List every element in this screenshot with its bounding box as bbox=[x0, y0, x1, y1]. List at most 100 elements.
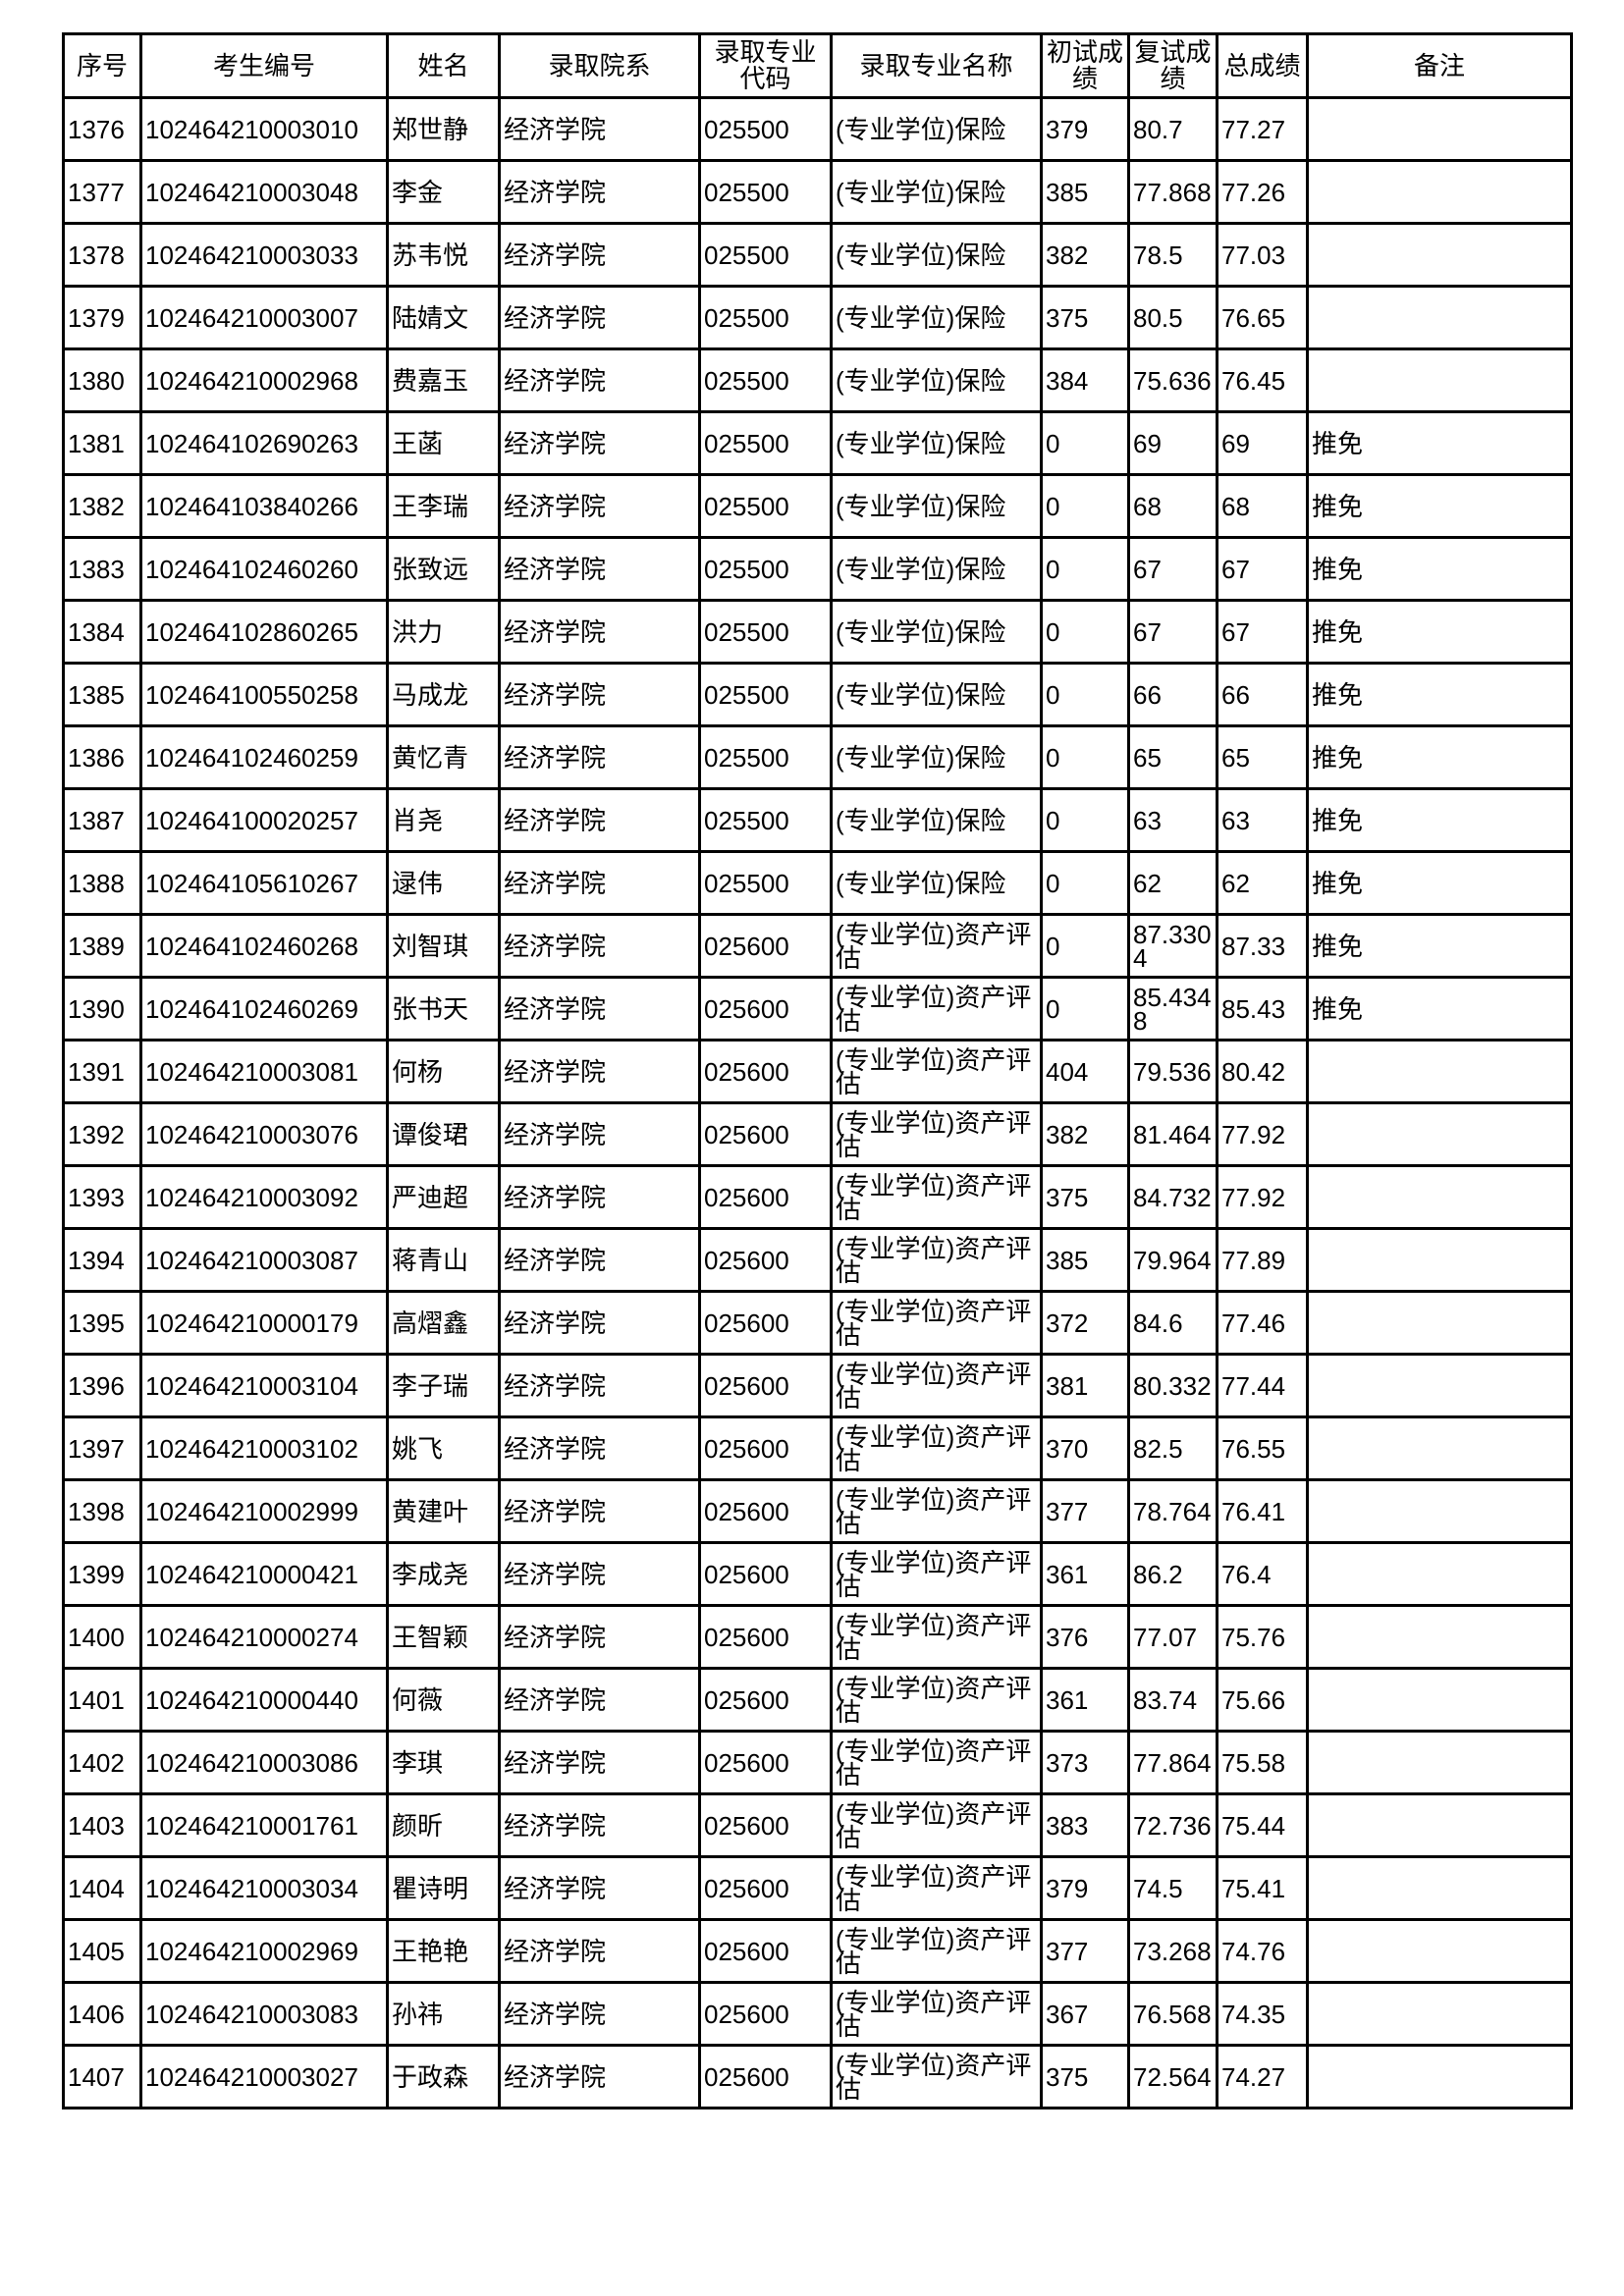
cell-name: 张书天 bbox=[386, 976, 501, 1041]
cell-candidate-id: 102464210003081 bbox=[139, 1039, 389, 1104]
column-header-prelim-score: 初试成绩 bbox=[1040, 32, 1130, 99]
table-row: 1377 102464210003048 李金 经济学院 025500 (专业学位)保险 3… bbox=[62, 159, 1573, 225]
cell-prelim-score: 385 bbox=[1040, 159, 1130, 225]
cell-total-score: 68 bbox=[1216, 473, 1309, 539]
cell-candidate-id: 102464210000179 bbox=[139, 1290, 389, 1356]
cell-remark: 推免 bbox=[1306, 787, 1573, 853]
cell-remark: 推免 bbox=[1306, 724, 1573, 790]
cell-total-score: 85.43 bbox=[1216, 976, 1309, 1041]
cell-seq: 1388 bbox=[62, 850, 142, 916]
cell-candidate-id: 102464210003010 bbox=[139, 96, 389, 162]
cell-major-name: (专业学位)资产评估 bbox=[830, 1792, 1043, 1858]
cell-seq: 1377 bbox=[62, 159, 142, 225]
cell-candidate-id: 102464210000421 bbox=[139, 1541, 389, 1607]
cell-prelim-score: 0 bbox=[1040, 599, 1130, 665]
cell-prelim-score: 372 bbox=[1040, 1290, 1130, 1356]
cell-department: 经济学院 bbox=[498, 1039, 701, 1104]
cell-total-score: 75.66 bbox=[1216, 1667, 1309, 1733]
cell-seq: 1401 bbox=[62, 1667, 142, 1733]
cell-remark bbox=[1306, 1164, 1573, 1230]
cell-department: 经济学院 bbox=[498, 1478, 701, 1544]
cell-department: 经济学院 bbox=[498, 1415, 701, 1481]
cell-prelim-score: 379 bbox=[1040, 96, 1130, 162]
cell-retest-score: 80.7 bbox=[1127, 96, 1218, 162]
cell-department: 经济学院 bbox=[498, 1290, 701, 1356]
cell-major-name: (专业学位)资产评估 bbox=[830, 1855, 1043, 1921]
table-row: 1391 102464210003081 何杨 经济学院 025600 (专业学位)资产评… bbox=[62, 1039, 1573, 1104]
cell-candidate-id: 102464102690263 bbox=[139, 410, 389, 476]
cell-seq: 1397 bbox=[62, 1415, 142, 1481]
cell-department: 经济学院 bbox=[498, 1227, 701, 1293]
cell-major-code: 025600 bbox=[698, 1541, 833, 1607]
table-row: 1404 102464210003034 瞿诗明 经济学院 025600 (专业学位)资产… bbox=[62, 1855, 1573, 1921]
cell-seq: 1395 bbox=[62, 1290, 142, 1356]
cell-major-name: (专业学位)保险 bbox=[830, 285, 1043, 350]
table-row: 1395 102464210000179 高熠鑫 经济学院 025600 (专业学位)资产… bbox=[62, 1290, 1573, 1356]
cell-name: 严迪超 bbox=[386, 1164, 501, 1230]
table-row: 1398 102464210002999 黄建叶 经济学院 025600 (专业学位)资产… bbox=[62, 1478, 1573, 1544]
cell-major-code: 025600 bbox=[698, 1981, 833, 2047]
cell-retest-score: 76.568 bbox=[1127, 1981, 1218, 2047]
cell-total-score: 76.65 bbox=[1216, 285, 1309, 350]
cell-remark: 推免 bbox=[1306, 662, 1573, 727]
cell-remark bbox=[1306, 1290, 1573, 1356]
cell-candidate-id: 102464103840266 bbox=[139, 473, 389, 539]
cell-remark bbox=[1306, 1227, 1573, 1293]
table-row: 1381 102464102690263 王菡 经济学院 025500 (专业学位)保险 0… bbox=[62, 410, 1573, 476]
cell-major-code: 025600 bbox=[698, 1792, 833, 1858]
cell-major-name: (专业学位)资产评估 bbox=[830, 2044, 1043, 2109]
cell-remark bbox=[1306, 1918, 1573, 1984]
cell-candidate-id: 102464210003048 bbox=[139, 159, 389, 225]
table-row: 1393 102464210003092 严迪超 经济学院 025600 (专业学位)资产… bbox=[62, 1164, 1573, 1230]
cell-seq: 1382 bbox=[62, 473, 142, 539]
table-row: 1392 102464210003076 谭俊珺 经济学院 025600 (专业学位)资产… bbox=[62, 1101, 1573, 1167]
cell-prelim-score: 373 bbox=[1040, 1730, 1130, 1795]
cell-retest-score: 65 bbox=[1127, 724, 1218, 790]
table-row: 1402 102464210003086 李琪 经济学院 025600 (专业学位)资产评… bbox=[62, 1730, 1573, 1795]
cell-name: 肖尧 bbox=[386, 787, 501, 853]
cell-total-score: 76.55 bbox=[1216, 1415, 1309, 1481]
cell-total-score: 76.45 bbox=[1216, 347, 1309, 413]
cell-major-name: (专业学位)保险 bbox=[830, 96, 1043, 162]
cell-remark bbox=[1306, 1667, 1573, 1733]
cell-retest-score: 67 bbox=[1127, 536, 1218, 602]
cell-total-score: 77.27 bbox=[1216, 96, 1309, 162]
cell-department: 经济学院 bbox=[498, 2044, 701, 2109]
cell-seq: 1384 bbox=[62, 599, 142, 665]
table-row: 1380 102464210002968 费嘉玉 经济学院 025500 (专业学位)保险… bbox=[62, 347, 1573, 413]
cell-total-score: 76.4 bbox=[1216, 1541, 1309, 1607]
cell-prelim-score: 0 bbox=[1040, 913, 1130, 979]
cell-department: 经济学院 bbox=[498, 1855, 701, 1921]
cell-major-name: (专业学位)保险 bbox=[830, 410, 1043, 476]
cell-name: 逯伟 bbox=[386, 850, 501, 916]
cell-major-name: (专业学位)保险 bbox=[830, 850, 1043, 916]
cell-candidate-id: 102464100550258 bbox=[139, 662, 389, 727]
cell-remark: 推免 bbox=[1306, 976, 1573, 1041]
cell-retest-score: 75.636 bbox=[1127, 347, 1218, 413]
cell-retest-score: 82.5 bbox=[1127, 1415, 1218, 1481]
cell-remark bbox=[1306, 1604, 1573, 1670]
cell-name: 何薇 bbox=[386, 1667, 501, 1733]
cell-seq: 1387 bbox=[62, 787, 142, 853]
table-row: 1379 102464210003007 陆婧文 经济学院 025500 (专业学位)保险… bbox=[62, 285, 1573, 350]
cell-seq: 1376 bbox=[62, 96, 142, 162]
cell-remark bbox=[1306, 1101, 1573, 1167]
cell-major-code: 025600 bbox=[698, 913, 833, 979]
cell-retest-score: 72.564 bbox=[1127, 2044, 1218, 2109]
table-row: 1383 102464102460260 张致远 经济学院 025500 (专业学位)保险… bbox=[62, 536, 1573, 602]
cell-major-name: (专业学位)保险 bbox=[830, 599, 1043, 665]
cell-prelim-score: 375 bbox=[1040, 2044, 1130, 2109]
cell-retest-score: 73.268 bbox=[1127, 1918, 1218, 1984]
table-row: 1401 102464210000440 何薇 经济学院 025600 (专业学位)资产评… bbox=[62, 1667, 1573, 1733]
cell-candidate-id: 102464210000274 bbox=[139, 1604, 389, 1670]
table-row: 1386 102464102460259 黄忆青 经济学院 025500 (专业学位)保险… bbox=[62, 724, 1573, 790]
cell-total-score: 69 bbox=[1216, 410, 1309, 476]
cell-department: 经济学院 bbox=[498, 850, 701, 916]
cell-seq: 1385 bbox=[62, 662, 142, 727]
cell-major-code: 025500 bbox=[698, 787, 833, 853]
cell-seq: 1406 bbox=[62, 1981, 142, 2047]
cell-major-code: 025600 bbox=[698, 1164, 833, 1230]
cell-major-name: (专业学位)资产评估 bbox=[830, 1164, 1043, 1230]
cell-retest-score: 81.464 bbox=[1127, 1101, 1218, 1167]
cell-total-score: 75.76 bbox=[1216, 1604, 1309, 1670]
